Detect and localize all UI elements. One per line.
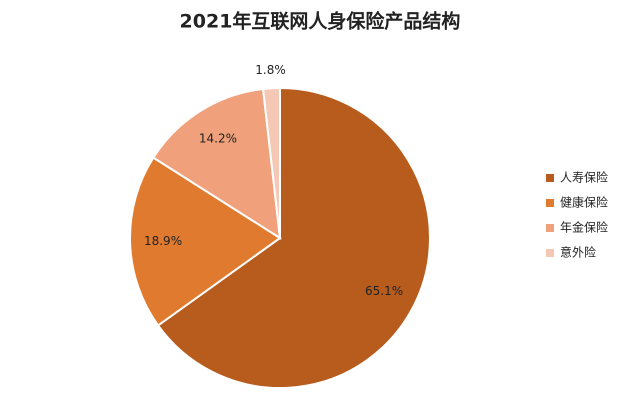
legend-label: 年金保险 — [560, 220, 608, 235]
pie-slice — [261, 86, 281, 239]
data-label: 18.9% — [144, 234, 182, 248]
legend-swatch — [546, 199, 554, 207]
legend-swatch — [546, 174, 554, 182]
legend-label: 人寿保险 — [560, 170, 608, 185]
pie-slice — [129, 156, 282, 327]
data-label: 65.1% — [365, 284, 403, 298]
data-label: 1.8% — [255, 63, 286, 77]
pie-slice — [151, 87, 282, 240]
chart-title: 2021年互联网人身保险产品结构 — [180, 10, 461, 33]
data-label: 14.2% — [199, 131, 237, 145]
legend-label: 意外险 — [560, 245, 596, 260]
pie-slice — [156, 86, 431, 389]
legend-swatch — [546, 224, 554, 232]
legend-swatch — [546, 249, 554, 257]
legend-label: 健康保险 — [560, 195, 608, 210]
